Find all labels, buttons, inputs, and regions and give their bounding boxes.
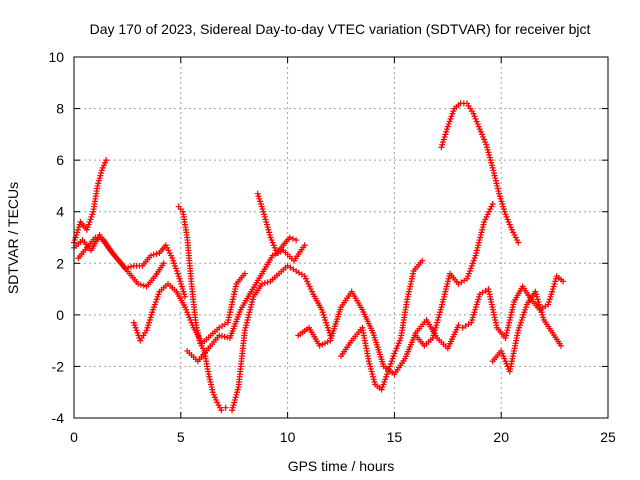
data-series [75, 234, 167, 290]
data-point [419, 257, 426, 264]
data-point [160, 260, 167, 267]
data-point [261, 280, 268, 287]
data-point [222, 404, 229, 411]
data-point [264, 279, 271, 286]
data-point [95, 235, 102, 242]
x-tick-label: 0 [70, 429, 78, 445]
data-series [130, 270, 248, 347]
data-series [184, 242, 308, 365]
x-tick-label: 25 [600, 429, 616, 445]
data-point [324, 338, 331, 345]
y-tick-label: 0 [56, 307, 64, 323]
data-point [182, 293, 189, 300]
y-axis-label: SDTVAR / TECUs [5, 182, 21, 294]
data-point [321, 340, 328, 347]
chart-title: Day 170 of 2023, Sidereal Day-to-day VTE… [90, 21, 591, 37]
data-series [338, 257, 426, 393]
grid [74, 57, 608, 418]
data-point [92, 234, 99, 241]
data-point [218, 333, 225, 340]
data-point [137, 281, 144, 288]
x-tick-label: 15 [387, 429, 403, 445]
data-series [459, 273, 567, 342]
y-tick-label: 2 [56, 255, 64, 271]
data-series [295, 288, 462, 378]
data-point [98, 236, 105, 243]
data-point [316, 342, 323, 349]
data-point [122, 265, 129, 272]
data-point [127, 263, 134, 270]
data-point [241, 270, 248, 277]
data-point [218, 407, 225, 414]
data-series [229, 262, 334, 414]
data-layer [71, 100, 567, 414]
data-point [135, 280, 142, 287]
data-point [319, 341, 326, 348]
data-point [301, 242, 308, 249]
x-tick-label: 10 [280, 429, 296, 445]
data-point [147, 252, 154, 259]
data-point [103, 157, 110, 164]
data-point [153, 250, 160, 257]
y-tick-label: 6 [56, 152, 64, 168]
data-point [258, 280, 265, 287]
data-point [455, 322, 462, 329]
data-series [71, 231, 189, 300]
data-point [289, 235, 296, 242]
x-axis-label: GPS time / hours [288, 458, 395, 474]
data-series [175, 203, 229, 414]
data-point [286, 234, 293, 241]
y-tick-label: 4 [56, 204, 64, 220]
y-tick-label: 8 [56, 101, 64, 117]
data-point [150, 251, 157, 258]
data-point [216, 332, 223, 339]
y-tick-label: -4 [52, 410, 65, 426]
data-series [489, 288, 565, 375]
data-series [412, 200, 496, 349]
data-point [140, 282, 147, 289]
data-series [254, 190, 300, 256]
data-point [560, 278, 567, 285]
data-point [558, 342, 565, 349]
axes: 0 5 10 15 20 25 -4 -2 0 2 4 6 8 10 [48, 49, 616, 445]
data-point [224, 334, 231, 341]
data-point [293, 237, 300, 244]
y-tick-label: 10 [48, 49, 64, 65]
data-point [489, 200, 496, 207]
data-point [515, 239, 522, 246]
y-tick-label: -2 [52, 358, 65, 374]
data-series [71, 157, 110, 246]
x-tick-label: 5 [177, 429, 185, 445]
plot-frame [73, 56, 609, 419]
data-series [438, 100, 522, 246]
data-point [221, 333, 228, 340]
x-tick-label: 20 [493, 429, 509, 445]
data-point [269, 252, 276, 259]
